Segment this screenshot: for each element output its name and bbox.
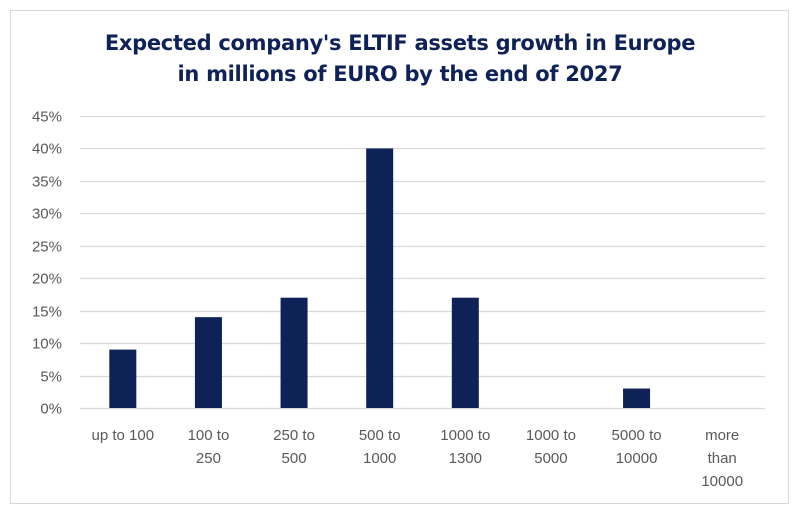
x-tick-label: up to 100	[92, 427, 155, 444]
x-tick-label: 5000 to 10000	[612, 427, 662, 467]
bar	[109, 349, 137, 408]
x-tick-label: 1000 to 1300	[440, 427, 490, 467]
y-tick-label: 35%	[32, 174, 62, 191]
x-tick-label: 1000 to 5000	[526, 427, 576, 467]
x-tick-label: 500 to 1000	[359, 427, 401, 467]
bar	[194, 317, 222, 408]
y-axis-ticks: 0% 5% 10% 15% 20% 25% 30% 35% 40% 45%	[32, 109, 62, 418]
y-tick-label: 5%	[40, 369, 62, 386]
bar	[451, 297, 479, 408]
chart-title: Expected company's ELTIF assets growth i…	[0, 28, 800, 90]
chart-title-line-2: in millions of EURO by the end of 2027	[177, 62, 623, 86]
bar	[623, 388, 651, 408]
gridlines	[80, 115, 765, 410]
y-tick-label: 20%	[32, 271, 62, 288]
y-tick-label: 15%	[32, 304, 62, 321]
y-tick-label: 30%	[32, 206, 62, 223]
y-tick-label: 45%	[32, 109, 62, 126]
x-tick-label: 100 to 250	[188, 427, 230, 467]
bars	[109, 148, 651, 408]
x-tick-label: more than 10000	[701, 427, 743, 490]
y-tick-label: 10%	[32, 336, 62, 353]
bar	[366, 148, 394, 408]
y-tick-label: 25%	[32, 239, 62, 256]
chart-title-line-1: Expected company's ELTIF assets growth i…	[104, 31, 696, 55]
bar	[280, 297, 308, 408]
x-axis-ticks: up to 100 100 to 250 250 to 500 500 to 1000 100…	[92, 427, 744, 490]
y-tick-label: 0%	[40, 401, 62, 418]
x-tick-label: 250 to 500	[273, 427, 315, 467]
chart-frame	[10, 10, 789, 504]
y-tick-label: 40%	[32, 141, 62, 158]
